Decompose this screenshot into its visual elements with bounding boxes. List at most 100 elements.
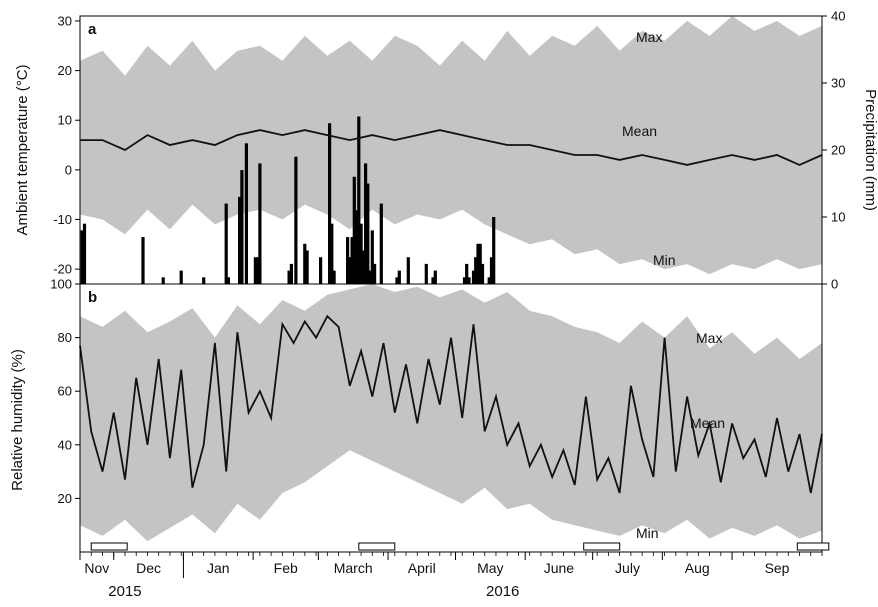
- sampling-period-box: [796, 542, 830, 551]
- precipitation-axis-title: Precipitation (mm): [862, 89, 878, 211]
- precip-bar: [224, 203, 228, 284]
- precip-bar: [357, 116, 361, 284]
- sampling-period-box: [90, 542, 128, 551]
- precip-bar: [397, 270, 401, 284]
- month-label: March: [334, 560, 373, 576]
- precip-bar: [431, 277, 435, 284]
- temperature-y-axis: 30 20 10 0 -10 -20: [53, 13, 80, 277]
- precip-bar: [379, 203, 383, 284]
- temperature-max-label: Max: [636, 29, 662, 45]
- precip-bar: [352, 176, 356, 284]
- panel-b-letter: b: [88, 289, 97, 306]
- sampling-period-box: [358, 542, 396, 551]
- temperature-tick-label: -20: [53, 262, 72, 277]
- precip-bar: [141, 237, 145, 284]
- precip-bar: [202, 277, 206, 284]
- precipitation-tick-label: 30: [831, 76, 845, 91]
- precip-bar: [303, 243, 307, 284]
- precip-bar: [406, 257, 410, 284]
- humidity-y-axis: 100 80 60 40 20: [50, 277, 80, 506]
- month-label: Feb: [274, 560, 298, 576]
- precip-bar: [294, 156, 298, 284]
- time-axis: Nov Dec Jan Feb March April May June July Aug Sep 2…: [79, 542, 830, 600]
- precipitation-bars: [80, 116, 496, 284]
- precip-bar: [244, 143, 248, 284]
- humidity-mean-label: Mean: [690, 415, 725, 431]
- precip-bar: [471, 270, 476, 284]
- precip-bar: [359, 223, 363, 284]
- temperature-tick-label: 0: [65, 162, 72, 177]
- precip-bar: [348, 257, 352, 284]
- precip-bar: [467, 277, 471, 284]
- precip-bar: [364, 163, 368, 284]
- precipitation-tick-label: 10: [831, 210, 845, 225]
- precipitation-tick-label: 20: [831, 143, 845, 158]
- temperature-axis-title: Ambient temperature (°C): [14, 64, 31, 235]
- temperature-range-band: [80, 16, 822, 275]
- precip-bar: [373, 263, 377, 284]
- precipitation-tick-label: 40: [831, 9, 845, 24]
- humidity-tick-label: 40: [58, 437, 72, 452]
- humidity-mean-line: [79, 314, 823, 494]
- humidity-tick-label: 60: [58, 384, 72, 399]
- precip-bar: [346, 237, 350, 284]
- precip-bar: [161, 277, 165, 284]
- precip-bar: [179, 270, 183, 284]
- precip-bar: [424, 263, 428, 284]
- month-label: June: [544, 560, 575, 576]
- temperature-mean-line: [80, 129, 823, 166]
- precip-bar: [465, 263, 469, 284]
- precip-bar: [332, 270, 336, 284]
- precip-bar: [355, 210, 359, 284]
- precip-bar: [487, 277, 491, 284]
- temperature-min-label: Min: [653, 252, 676, 268]
- sampling-period-box: [583, 542, 621, 551]
- year-label: 2015: [108, 583, 141, 600]
- precip-bar: [350, 237, 354, 284]
- precip-bar: [319, 257, 323, 284]
- precip-bar: [328, 123, 332, 284]
- precip-bar: [489, 257, 494, 284]
- humidity-max-label: Max: [696, 330, 722, 346]
- precip-bar: [240, 170, 244, 284]
- year-label: 2016: [486, 583, 519, 600]
- month-label: Sep: [765, 560, 790, 576]
- precip-bar: [366, 183, 370, 284]
- temperature-tick-label: -10: [53, 212, 72, 227]
- precip-bar: [289, 263, 293, 284]
- precip-bar: [368, 270, 372, 284]
- month-label: April: [408, 560, 436, 576]
- precip-bar: [226, 277, 230, 284]
- precip-bar: [492, 217, 496, 284]
- precip-bar: [370, 230, 374, 284]
- panel-a-letter: a: [88, 21, 97, 38]
- precip-bar: [361, 250, 365, 284]
- humidity-axis-title: Relative humidity (%): [9, 349, 26, 491]
- month-label: Nov: [84, 560, 109, 576]
- precip-bar: [480, 263, 485, 284]
- temperature-tick-label: 30: [58, 13, 72, 28]
- precip-bar: [305, 250, 309, 284]
- humidity-tick-label: 100: [50, 277, 72, 292]
- precip-bar: [330, 223, 334, 284]
- humidity-min-label: Min: [636, 525, 659, 541]
- precipitation-tick-label: 0: [831, 277, 838, 292]
- precip-bar: [238, 196, 242, 284]
- humidity-tick-label: 80: [58, 330, 72, 345]
- precipitation-y-axis: 40 30 20 10 0: [822, 9, 845, 292]
- temperature-tick-label: 20: [58, 63, 72, 78]
- precip-bar: [258, 163, 262, 284]
- precip-bar: [256, 257, 260, 284]
- humidity-tick-label: 20: [58, 491, 72, 506]
- precip-bar: [287, 270, 291, 284]
- humidity-range-band: [80, 284, 822, 542]
- precip-bar: [80, 230, 84, 284]
- precip-bar: [474, 257, 478, 284]
- precip-bar: [82, 223, 87, 284]
- temperature-tick-label: 10: [58, 113, 72, 128]
- precip-bar: [433, 270, 437, 284]
- month-label: Jan: [207, 560, 230, 576]
